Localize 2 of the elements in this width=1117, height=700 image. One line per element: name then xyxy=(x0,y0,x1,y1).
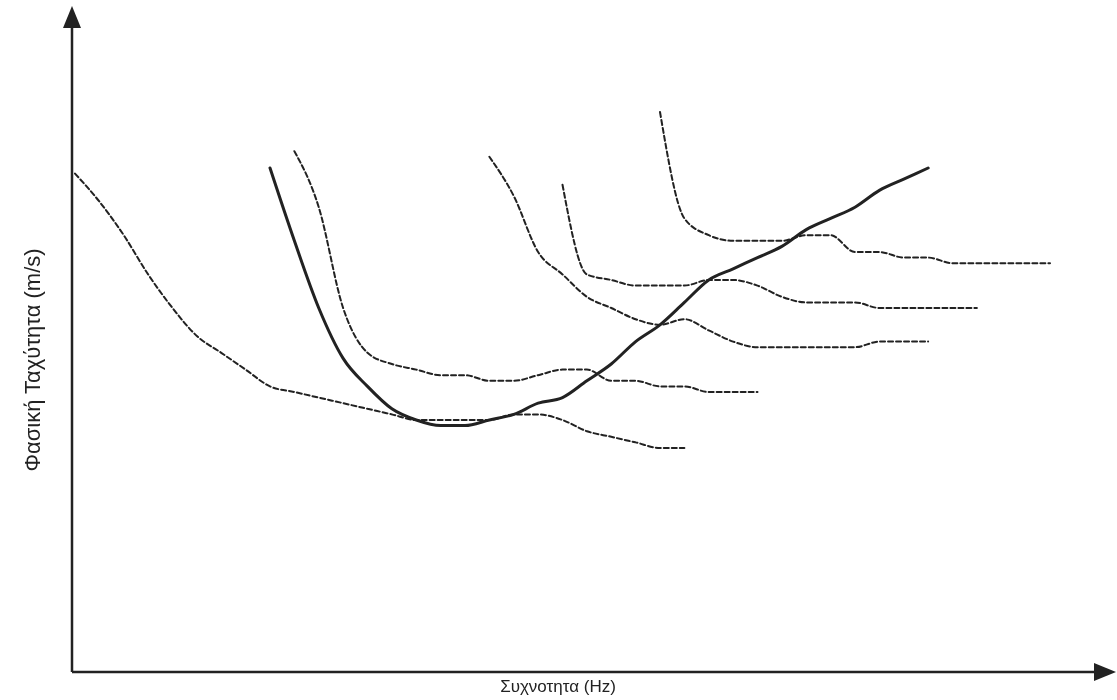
x-axis-title: Συχνοτητα (Hz) xyxy=(500,677,616,696)
y-axis-title: Φασική Ταχύτητα (m/s) xyxy=(20,248,45,472)
